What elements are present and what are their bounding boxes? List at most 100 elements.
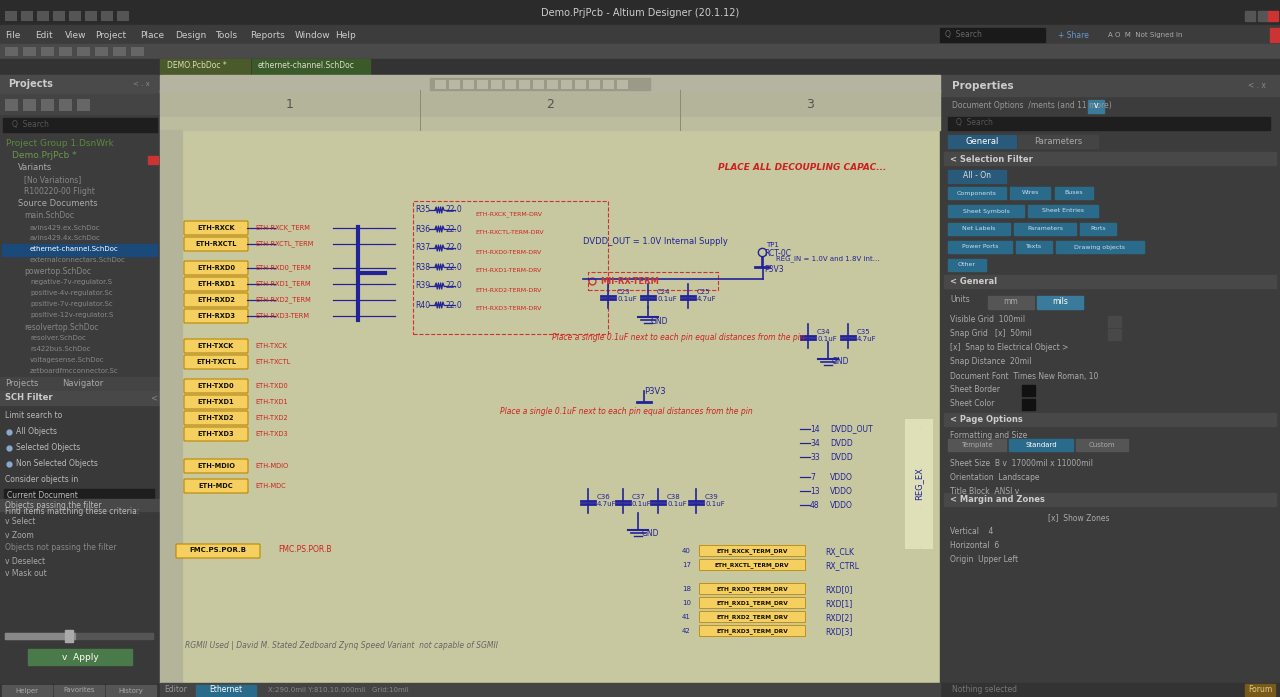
Bar [449,80,460,89]
Text: A O  M  Not Signed In: A O M Not Signed In [1108,32,1183,38]
Bar [116,11,129,21]
Bar [101,11,113,21]
Text: Objects not passing the filter: Objects not passing the filter [5,544,116,553]
Bar [59,47,72,56]
Text: Design: Design [175,31,206,40]
Text: ETH-RXD1-TERM-DRV: ETH-RXD1-TERM-DRV [475,268,541,273]
Text: C23: C23 [617,289,631,295]
Text: C25: C25 [698,289,710,295]
Bar [0,94,160,114]
Bar [948,187,1006,199]
Text: ETH-RXCTL: ETH-RXCTL [196,241,237,247]
Text: ethernet-channel.SchDoc: ethernet-channel.SchDoc [259,61,355,70]
Text: Window: Window [294,31,330,40]
Text: 4.7uF: 4.7uF [698,296,717,302]
Text: Ethernet: Ethernet [210,686,243,694]
Bar [492,80,502,89]
Text: MII-RX-TERM: MII-RX-TERM [600,277,659,286]
Text: 22.0: 22.0 [445,224,462,233]
Bar [0,377,160,391]
Bar [0,59,1280,74]
Text: main.SchDoc: main.SchDoc [24,211,74,220]
Text: Navigator: Navigator [61,379,104,388]
Bar [0,25,1280,44]
Text: VDDO: VDDO [829,487,852,496]
Text: 0.1uF: 0.1uF [705,501,724,507]
Text: avins429.ex.SchDoc: avins429.ex.SchDoc [29,225,101,231]
Text: C35: C35 [858,329,870,335]
Bar [588,272,718,290]
FancyBboxPatch shape [699,560,805,571]
Bar [940,75,1280,697]
Bar [160,44,1280,59]
Bar [1270,28,1280,42]
Bar [23,47,36,56]
Bar [69,11,81,21]
Text: DVDD: DVDD [829,452,852,461]
Text: ETH-TXD3: ETH-TXD3 [255,431,288,437]
Text: Q  Search: Q Search [956,118,993,128]
Bar [5,47,18,56]
Text: RXD[3]: RXD[3] [826,627,852,636]
Text: ETH-TXD1: ETH-TXD1 [197,399,234,405]
Text: VDDO: VDDO [829,500,852,510]
Text: File: File [5,31,20,40]
Text: ETH-RXD1_TERM: ETH-RXD1_TERM [255,281,311,287]
Text: v Zoom: v Zoom [5,530,33,539]
Text: mils: mils [1052,298,1068,307]
Bar [5,633,76,639]
Text: 3: 3 [806,98,814,111]
Text: Snap Grid   [x]  50mil: Snap Grid [x] 50mil [950,330,1032,339]
Text: Nothing selected: Nothing selected [952,686,1018,694]
Text: DEMO.PcbDoc *: DEMO.PcbDoc * [166,61,227,70]
Text: ETH_RXCK_TERM_DRV: ETH_RXCK_TERM_DRV [717,548,787,554]
Text: Tools: Tools [215,31,237,40]
Text: ETH-TXD0: ETH-TXD0 [255,383,288,389]
Bar [1028,205,1098,217]
Text: C36: C36 [596,494,611,500]
Bar [532,80,544,89]
Text: < . x: < . x [1248,82,1266,91]
Bar [3,685,52,696]
FancyBboxPatch shape [184,293,248,307]
Text: 0.1uF: 0.1uF [817,336,837,342]
Text: Project: Project [95,31,127,40]
Text: VDDO: VDDO [829,473,852,482]
Text: 1: 1 [285,98,294,111]
Bar [948,135,1016,148]
Bar [0,392,160,697]
Bar [518,80,530,89]
Bar [1021,385,1036,396]
Text: externalconnectars.SchDoc: externalconnectars.SchDoc [29,257,125,263]
Text: ETH-RXCTL_TERM: ETH-RXCTL_TERM [255,240,314,247]
Text: All - On: All - On [963,171,991,181]
Text: Helper: Helper [15,687,38,694]
Text: GND: GND [652,316,668,325]
Text: Reports: Reports [250,31,284,40]
Text: ETH_RXD0_TERM_DRV: ETH_RXD0_TERM_DRV [717,586,787,592]
Text: Snap Distance  20mil: Snap Distance 20mil [950,358,1032,367]
Text: RXD[2]: RXD[2] [826,613,852,622]
Text: C38: C38 [667,494,681,500]
Text: 7: 7 [810,473,815,482]
Text: R39: R39 [415,282,430,291]
Text: 42: 42 [682,628,691,634]
Text: FMC.PS.POR.B: FMC.PS.POR.B [278,546,332,555]
Text: C34: C34 [817,329,831,335]
Text: v Select: v Select [5,517,36,526]
Text: P3V3: P3V3 [644,388,666,397]
Text: Parameters: Parameters [1027,227,1062,231]
Text: 22.0: 22.0 [445,300,462,309]
Bar [589,80,600,89]
Bar [1088,100,1103,113]
Bar [37,11,49,21]
Text: ETH-TXD2: ETH-TXD2 [197,415,234,421]
Text: DVDD_OUT: DVDD_OUT [829,424,873,434]
Text: R37: R37 [415,243,430,252]
Bar [5,11,17,21]
Text: Wires: Wires [1021,190,1038,195]
Text: Texts: Texts [1027,245,1042,250]
Text: Edit: Edit [35,31,52,40]
Bar [603,80,614,89]
Text: ETH-RXCTL-TERM-DRV: ETH-RXCTL-TERM-DRV [475,231,544,236]
